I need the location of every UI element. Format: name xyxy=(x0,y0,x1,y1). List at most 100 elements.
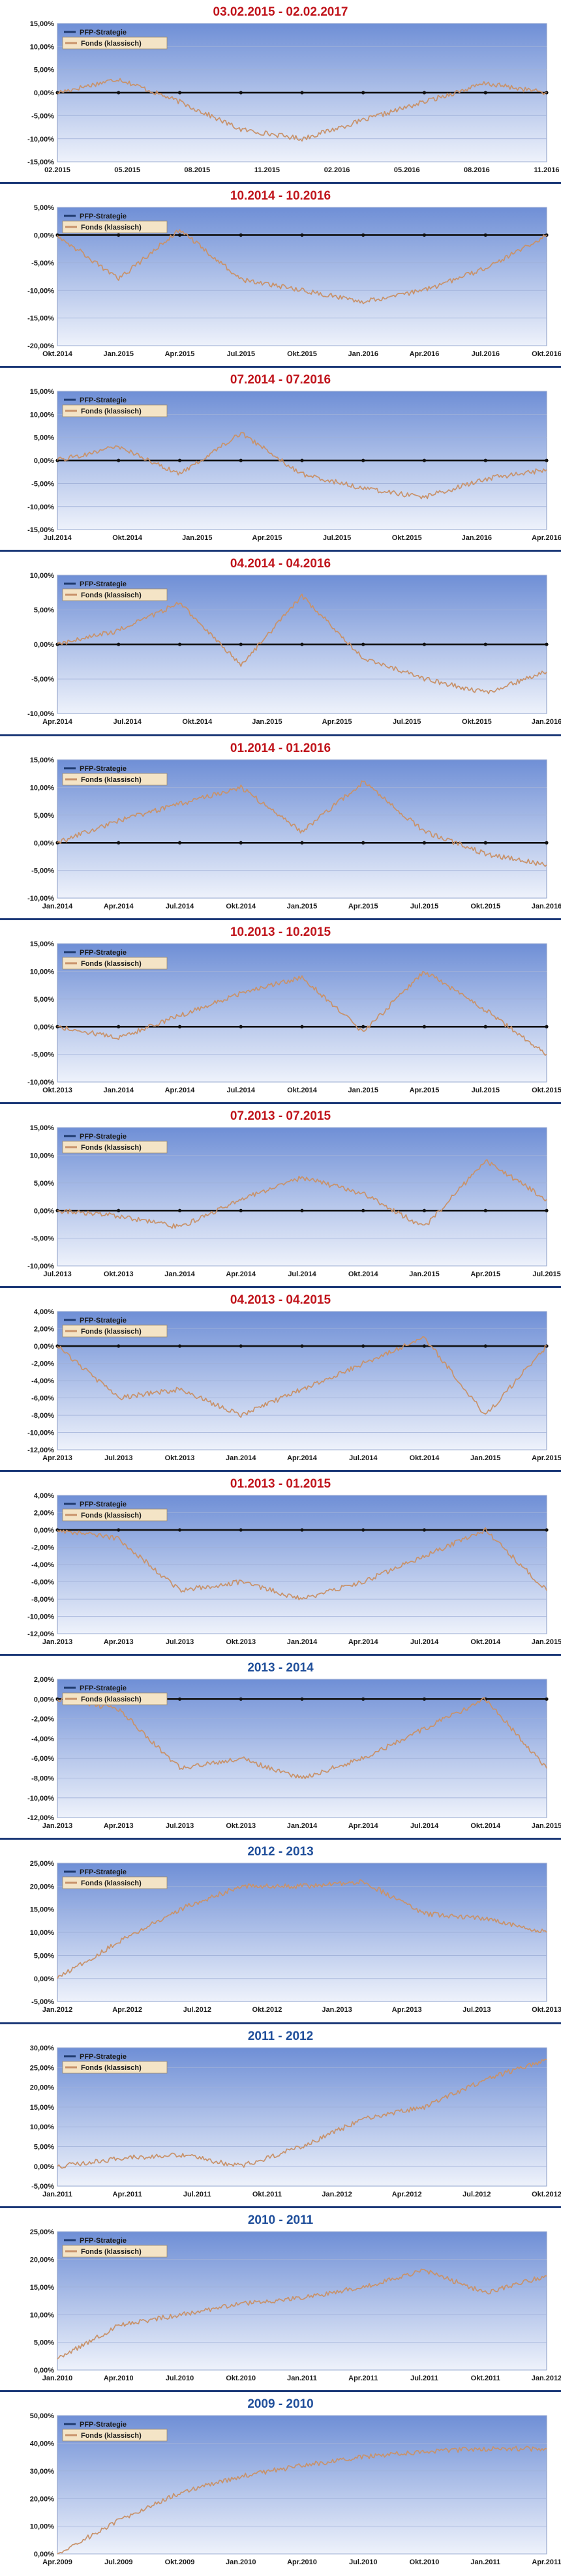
x-tick-label: Jul.2014 xyxy=(166,903,194,910)
chart-title: 07.2014 - 07.2016 xyxy=(230,373,331,387)
y-tick-label: -15,00% xyxy=(27,526,54,534)
data-point-pfp-strategie xyxy=(300,1208,304,1212)
x-tick-label: Apr.2015 xyxy=(348,903,378,910)
x-tick-label: Jul.2010 xyxy=(349,2558,377,2566)
y-tick-label: -5,00% xyxy=(31,1999,54,2007)
data-point-pfp-strategie xyxy=(300,642,304,647)
series-line-fonds-klassisch xyxy=(57,432,547,500)
chart-panel: 2011 - 2012 30,00% 25,00% 20,00% 15,00% 10,00… xyxy=(30,2029,561,2198)
series-line-fonds-klassisch xyxy=(57,1527,547,1600)
x-tick-label: Jan.2011 xyxy=(287,2374,317,2382)
x-tick-label: Jan.2013 xyxy=(322,2007,352,2014)
x-tick-label: Jul.2010 xyxy=(166,2374,194,2382)
data-point-pfp-strategie xyxy=(483,233,487,237)
x-tick-label: Jan.2015 xyxy=(182,534,212,542)
y-tick-label: 2,00% xyxy=(34,1326,54,1334)
data-point-pfp-strategie xyxy=(177,642,182,647)
series-line-fonds-klassisch xyxy=(57,593,547,695)
y-tick-label: -10,00% xyxy=(27,1079,54,1086)
x-tick-label: Okt.2013 xyxy=(226,1638,256,1646)
x-tick-label: 08.2016 xyxy=(464,166,490,174)
data-point-pfp-strategie xyxy=(361,458,365,462)
y-tick-label: 5,00% xyxy=(34,434,54,442)
x-tick-label: Jul.2014 xyxy=(410,1638,439,1646)
chart-title: 07.2013 - 07.2015 xyxy=(230,1109,331,1123)
data-point-pfp-strategie xyxy=(117,91,121,95)
x-tick-label: Jul.2016 xyxy=(472,350,500,358)
x-tick-label: Jul.2012 xyxy=(462,2191,491,2198)
data-point-pfp-strategie xyxy=(177,458,182,462)
data-point-pfp-strategie xyxy=(422,1025,427,1028)
series-line-fonds-klassisch xyxy=(57,2268,547,2359)
legend-highlight xyxy=(62,957,168,970)
legend-highlight xyxy=(62,2245,168,2258)
x-tick-label: Okt.2015 xyxy=(470,903,500,910)
x-tick-label: Jan.2012 xyxy=(532,2374,561,2382)
x-tick-label: Apr.2014 xyxy=(165,1086,196,1094)
x-tick-label: Okt.2010 xyxy=(410,2558,440,2566)
panel-separator xyxy=(0,2022,561,2024)
x-tick-label: Jan.2013 xyxy=(42,1638,72,1646)
panel-separator xyxy=(0,1470,561,1473)
x-tick-label: Jul.2014 xyxy=(410,1822,439,1830)
y-tick-label: -10,00% xyxy=(27,1795,54,1803)
y-tick-label: 10,00% xyxy=(30,2523,54,2531)
legend-label-pfp-strategie: PFP-Strategie xyxy=(80,29,127,37)
chart-title: 2011 - 2012 xyxy=(248,2029,313,2043)
x-tick-label: Okt.2014 xyxy=(410,1454,440,1462)
y-tick-label: -15,00% xyxy=(27,315,54,323)
x-tick-label: Okt.2013 xyxy=(532,2007,561,2014)
y-tick-label: 0,00% xyxy=(34,2367,54,2374)
y-tick-label: 5,00% xyxy=(34,67,54,74)
data-point-pfp-strategie xyxy=(239,1344,243,1348)
data-point-pfp-strategie xyxy=(239,233,243,237)
y-tick-label: 0,00% xyxy=(34,232,54,240)
legend-label-fonds-klassisch: Fonds (klassisch) xyxy=(81,40,142,48)
chart-title: 03.02.2015 - 02.02.2017 xyxy=(213,5,348,19)
legend-highlight xyxy=(62,404,168,417)
x-tick-label: Apr.2010 xyxy=(287,2558,317,2566)
data-point-pfp-strategie xyxy=(239,1697,243,1701)
data-point-pfp-strategie xyxy=(361,233,365,237)
panel-separator xyxy=(0,2389,561,2392)
x-tick-label: Apr.2013 xyxy=(104,1822,134,1830)
y-tick-label: -6,00% xyxy=(31,1395,54,1403)
y-tick-label: 15,00% xyxy=(30,756,54,764)
y-tick-label: 5,00% xyxy=(34,2143,54,2151)
legend-label-pfp-strategie: PFP-Strategie xyxy=(80,1133,127,1141)
chart-title: 2012 - 2013 xyxy=(247,1845,313,1859)
x-tick-label: Apr.2014 xyxy=(287,1454,318,1462)
x-tick-label: Okt.2013 xyxy=(104,1270,134,1278)
chart-panel: 2012 - 2013 25,00% 20,00% 15,00% 10,00% 5,00%… xyxy=(30,1845,561,2014)
data-point-pfp-strategie xyxy=(361,1025,365,1028)
y-tick-label: 0,00% xyxy=(34,457,54,465)
data-point-pfp-strategie xyxy=(117,841,121,845)
y-tick-label: -10,00% xyxy=(27,1430,54,1437)
data-point-pfp-strategie xyxy=(239,642,243,647)
y-tick-label: -5,00% xyxy=(31,1235,54,1243)
x-tick-label: Apr.2016 xyxy=(410,350,440,358)
chart-title: 01.2014 - 01.2016 xyxy=(230,741,331,755)
legend-highlight xyxy=(62,2061,168,2073)
y-tick-label: 10,00% xyxy=(30,572,54,580)
x-tick-label: Apr.2015 xyxy=(322,719,352,726)
x-tick-label: Apr.2011 xyxy=(113,2191,142,2198)
y-tick-label: 0,00% xyxy=(34,2163,54,2170)
y-tick-label: 5,00% xyxy=(34,204,54,212)
x-tick-label: Jul.2013 xyxy=(166,1822,194,1830)
legend-label-pfp-strategie: PFP-Strategie xyxy=(80,2053,127,2061)
panel-separator xyxy=(0,734,561,736)
series-line-fonds-klassisch xyxy=(57,2446,547,2554)
data-point-pfp-strategie xyxy=(239,1528,243,1532)
x-tick-label: Jan.2014 xyxy=(226,1454,256,1462)
y-tick-label: 0,00% xyxy=(34,839,54,847)
x-tick-label: Okt.2014 xyxy=(112,534,143,542)
data-point-pfp-strategie xyxy=(545,841,549,845)
y-tick-label: 0,00% xyxy=(34,1527,54,1535)
x-tick-label: Jan.2014 xyxy=(164,1270,195,1278)
x-tick-label: Jul.2009 xyxy=(104,2558,132,2566)
y-tick-label: 0,00% xyxy=(34,2551,54,2558)
data-point-pfp-strategie xyxy=(483,642,487,647)
y-tick-label: -4,00% xyxy=(31,1377,54,1385)
y-tick-label: 15,00% xyxy=(30,2284,54,2292)
